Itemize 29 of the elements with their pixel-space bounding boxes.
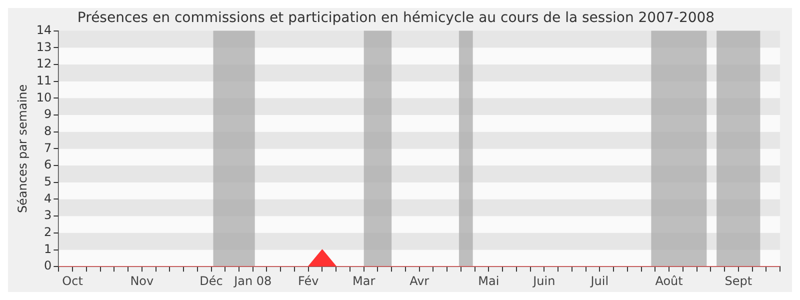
y-tick-label: 14 [36,22,52,37]
x-tick-label: Sept [724,274,752,288]
x-tick-label: Mai [478,274,500,288]
x-tick-label: Jan 08 [233,274,272,288]
x-tick-label: Août [655,274,684,288]
y-axis-title: Séances par semaine [15,84,30,214]
y-tick-label: 2 [44,225,52,240]
y-tick-label: 5 [44,174,52,189]
y-tick-label: 9 [44,107,52,122]
chart-title: Présences en commissions et participation en hémicycle au cours de la session 2007-2008 [77,10,715,26]
y-tick-label: 11 [36,73,52,88]
y-tick-label: 0 [44,258,52,273]
y-tick-label: 4 [44,191,52,206]
y-tick-label: 10 [36,90,52,104]
x-tick-label: Fév [298,274,319,288]
y-tick-label: 6 [44,158,52,172]
y-tick-label: 3 [44,208,52,222]
x-tick-label: Nov [130,274,154,288]
x-tick-label: Avr [410,274,430,288]
y-tick-label: 12 [36,56,52,71]
x-tick-label: Mar [352,274,376,288]
x-tick-label: Oct [62,274,84,288]
y-tick-label: 13 [36,40,52,54]
x-tick-label: Juil [590,274,609,288]
x-tick-label: Juin [532,274,556,288]
x-tick-label: Déc [200,274,223,288]
y-tick-label: 8 [44,124,52,138]
y-tick-label: 1 [44,242,52,256]
y-tick-label: 7 [44,140,52,155]
